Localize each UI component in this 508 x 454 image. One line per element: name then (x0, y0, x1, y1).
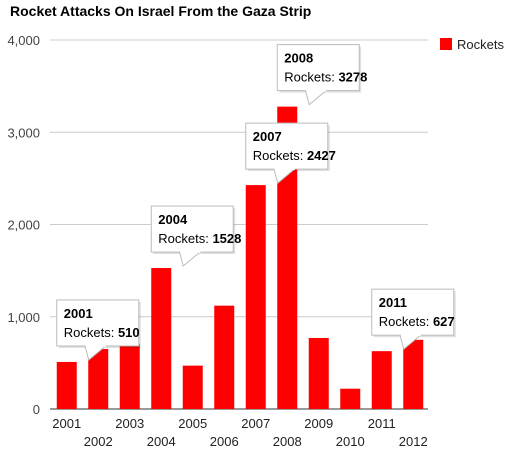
x-axis-ticks: 2001200220032004200520062007200820092010… (52, 416, 427, 449)
legend-label: Rockets (457, 37, 504, 52)
tooltip-seam (85, 343, 106, 347)
bar (151, 268, 172, 409)
x-tick-label: 2009 (304, 416, 333, 431)
x-tick-label: 2003 (115, 416, 144, 431)
x-tick-label: 2012 (399, 434, 428, 449)
legend: Rockets (440, 37, 504, 52)
y-tick-label: 2,000 (7, 218, 40, 233)
tooltip: 2007 Rockets: 2427 (245, 122, 336, 184)
tooltip-category: 2004 (158, 212, 188, 227)
tooltip-category: 2007 (253, 129, 282, 144)
bar (214, 305, 235, 409)
tooltip-value: Rockets: 510 (64, 325, 140, 340)
chart-title: Rocket Attacks On Israel From the Gaza S… (10, 3, 311, 19)
tooltip-box (245, 122, 329, 170)
x-tick-label: 2005 (178, 416, 207, 431)
tooltip: 2008 Rockets: 3278 (276, 44, 367, 106)
x-tick-label: 2006 (210, 434, 239, 449)
tooltip-value-number: 510 (118, 325, 140, 340)
tooltip: 2011 Rockets: 627 (371, 288, 456, 351)
y-tick-label: 1,000 (7, 310, 40, 325)
tooltip-box (56, 299, 140, 347)
bar (56, 361, 77, 409)
bars (56, 106, 424, 410)
tooltip-box (150, 205, 234, 253)
legend-swatch (440, 38, 452, 50)
tooltip-seam (274, 167, 295, 171)
tooltip-value-label: Rockets: (379, 314, 433, 329)
tooltip-value-label: Rockets: (158, 231, 212, 246)
bar (340, 388, 361, 409)
tooltip-value-number: 2427 (307, 148, 336, 163)
bar (88, 349, 109, 409)
tooltip-category: 2011 (379, 295, 407, 310)
y-tick-label: 4,000 (7, 33, 40, 48)
tooltip-seam (180, 250, 201, 254)
tooltip: 2004 Rockets: 1528 (150, 205, 241, 267)
x-tick-label: 2007 (241, 416, 270, 431)
tooltip-value: Rockets: 3278 (284, 70, 367, 85)
x-tick-label: 2004 (147, 434, 176, 449)
tooltips: 2001 Rockets: 510 2004 Rockets: 1528 2007 Roc… (56, 44, 456, 361)
tooltip-category: 2001 (64, 306, 93, 321)
x-tick-label: 2002 (84, 434, 113, 449)
tooltip-value-label: Rockets: (253, 148, 307, 163)
bar (308, 337, 329, 409)
y-axis-ticks: 0 1,000 2,000 3,000 4,000 (7, 33, 40, 417)
x-tick-label: 2001 (52, 416, 81, 431)
bar (119, 344, 140, 409)
y-tick-label: 3,000 (7, 125, 40, 140)
tooltip: 2001 Rockets: 510 (56, 299, 141, 361)
bar (277, 106, 298, 410)
tooltip-seam (400, 333, 421, 337)
tooltip-box (371, 288, 455, 336)
bar (182, 365, 203, 409)
bar (245, 185, 266, 409)
tooltip-value: Rockets: 627 (379, 314, 455, 329)
tooltip-value: Rockets: 2427 (253, 148, 336, 163)
tooltip-box (276, 44, 360, 92)
x-tick-label: 2011 (368, 416, 396, 431)
tooltip-value-label: Rockets: (64, 325, 118, 340)
x-tick-label: 2008 (273, 434, 302, 449)
tooltip-pointer (178, 250, 203, 267)
tooltip-seam (306, 88, 327, 92)
y-tick-label: 0 (33, 402, 40, 417)
tooltip-pointer (304, 89, 329, 106)
tooltip-value-number: 3278 (338, 70, 367, 85)
tooltip-value-number: 1528 (212, 231, 241, 246)
tooltip-value: Rockets: 1528 (158, 231, 241, 246)
x-tick-label: 2010 (336, 434, 365, 449)
tooltip-value-number: 627 (433, 314, 455, 329)
tooltip-value-label: Rockets: (284, 70, 338, 85)
bar (371, 351, 392, 409)
tooltip-category: 2008 (284, 51, 313, 66)
bar (403, 339, 424, 409)
